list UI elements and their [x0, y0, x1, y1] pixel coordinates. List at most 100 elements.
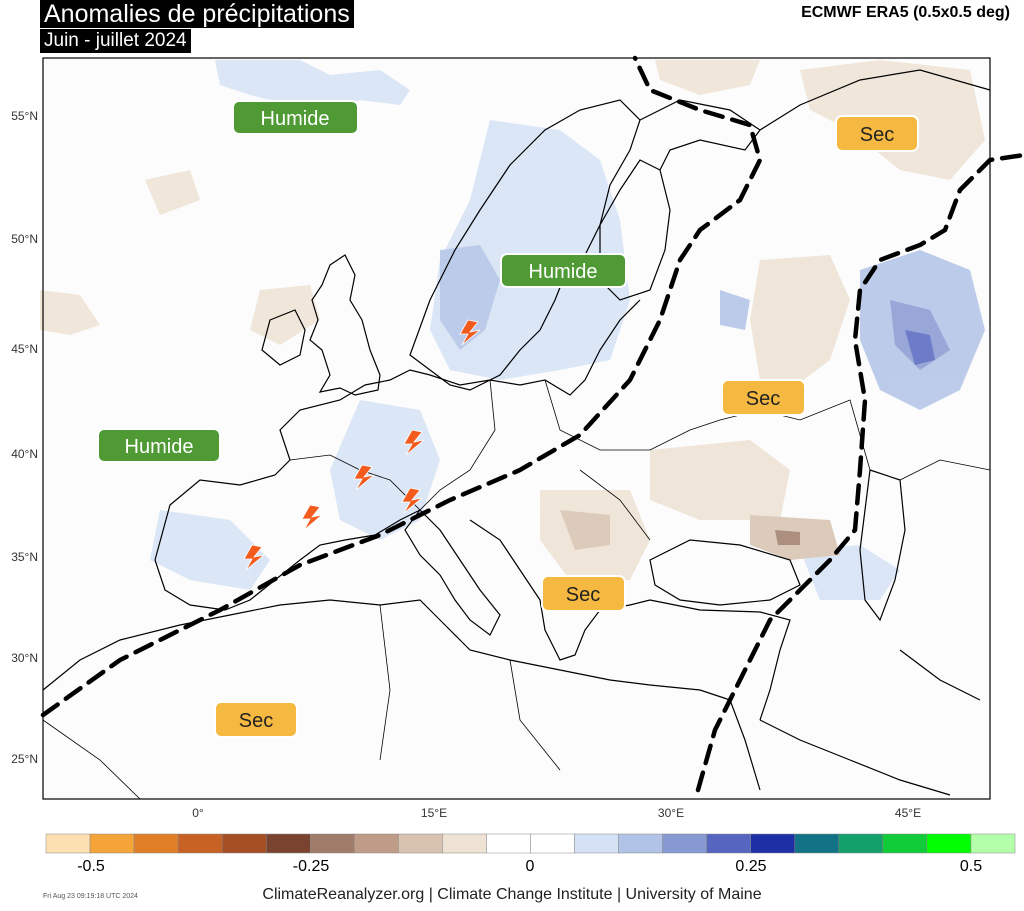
lightning-icon	[459, 319, 481, 346]
region-badge-dry: Sec	[721, 379, 806, 416]
lon-label: 0°	[192, 806, 204, 820]
colorbar-swatch	[794, 833, 840, 854]
colorbar-swatch	[618, 833, 663, 854]
lon-label: 30°E	[658, 806, 684, 820]
dry-patch-kola	[655, 60, 760, 95]
dry-patch-caspian-core	[775, 530, 800, 545]
colorbar-tick-label: 0.5	[959, 858, 983, 875]
ireland-outline	[261, 309, 306, 366]
region-label-text: Sec	[746, 388, 780, 410]
colorbar-swatch	[926, 833, 972, 854]
wet-patch-norway-strong	[440, 245, 500, 350]
border-poland-ukraine	[544, 379, 721, 451]
lat-label: 35°N	[11, 550, 38, 564]
italy-outline	[404, 509, 501, 636]
wet-patch-urals-core	[905, 330, 935, 365]
colorbar-swatch	[265, 833, 311, 854]
colorbar-swatch	[882, 833, 928, 854]
colorbar-swatch	[750, 833, 796, 854]
lightning-icon	[403, 429, 425, 456]
border-libya-egypt	[509, 659, 561, 771]
region-label-text: Humide	[125, 436, 194, 458]
turkey-levant-coast	[649, 599, 791, 721]
render-timestamp: Fri Aug 23 09:19:18 UTC 2024	[43, 893, 138, 900]
dry-patch-atlantic-north	[145, 170, 200, 215]
colorbar-swatch	[133, 833, 179, 854]
colorbar-swatch	[838, 833, 884, 854]
coastlines	[42, 69, 991, 800]
border-kazakhstan-east	[899, 459, 991, 481]
divider-line-east	[695, 152, 1024, 793]
red-sea-coast	[729, 699, 761, 791]
scandinavia-outline	[409, 99, 641, 391]
north-coast	[154, 299, 641, 561]
colorbar-swatch	[45, 833, 91, 854]
region-badge-wet: Humide	[232, 100, 359, 135]
colorbar-tick-label: 0	[525, 858, 535, 875]
colorbar-swatch	[970, 833, 1016, 854]
black-sea-outline	[649, 539, 801, 606]
persian-gulf	[899, 649, 981, 701]
colorbar-swatch	[442, 833, 487, 854]
colorbar-tick-label: -0.5	[77, 858, 105, 875]
region-label-text: Sec	[566, 584, 600, 606]
region-labels: Humide Humide Humide Sec Sec Sec Sec	[97, 100, 919, 738]
colorbar-swatch	[398, 833, 443, 854]
map-title: Anomalies de précipitations	[40, 0, 354, 28]
lat-label: 50°N	[11, 232, 38, 246]
region-badge-wet: Humide	[97, 428, 221, 463]
colorbar-swatch	[310, 833, 355, 854]
north-africa-coast	[42, 599, 731, 701]
map-frame	[42, 57, 991, 800]
arabia-north	[759, 719, 951, 796]
region-label-text: Sec	[239, 710, 273, 732]
colorbar-tick-label: 0.25	[735, 858, 767, 875]
dry-patch-balkans-strong	[560, 510, 610, 550]
data-source: ECMWF ERA5 (0.5x0.5 deg)	[801, 4, 1010, 21]
region-label-text: Humide	[261, 108, 330, 130]
border-central	[419, 379, 496, 511]
colorbar	[45, 833, 1016, 854]
colorbar-swatch	[486, 833, 531, 854]
lat-label: 45°N	[11, 342, 38, 356]
wet-patch-north-atlantic	[215, 60, 410, 110]
colorbar-swatch	[662, 833, 707, 854]
wet-patch-caucasus	[800, 545, 900, 600]
wet-patch-russia-west	[720, 290, 750, 330]
latitude-labels: 55°N 50°N 45°N 40°N 35°N 30°N 25°N	[11, 109, 38, 766]
lon-label: 45°E	[895, 806, 921, 820]
region-badge-wet: Humide	[500, 253, 627, 288]
colorbar-swatch	[354, 833, 399, 854]
lat-label: 55°N	[11, 109, 38, 123]
lightning-icon	[243, 544, 265, 571]
great-britain-outline	[309, 254, 381, 396]
divider-line-west	[40, 55, 763, 718]
region-badge-dry: Sec	[835, 115, 919, 152]
lat-label: 25°N	[11, 752, 38, 766]
arctic-coast	[759, 69, 991, 131]
colorbar-swatch	[221, 833, 267, 854]
lat-label: 40°N	[11, 447, 38, 461]
colorbar-swatch	[177, 833, 223, 854]
region-label-text: Humide	[529, 261, 598, 283]
colorbar-swatch	[89, 833, 135, 854]
region-badge-dry: Sec	[541, 575, 626, 612]
lightning-icon	[401, 487, 423, 514]
lightning-icon	[301, 504, 323, 531]
wet-patch-iberia	[150, 510, 270, 590]
colorbar-swatch	[706, 833, 751, 854]
region-label-text: Sec	[860, 124, 894, 146]
dry-patch-ukraine	[650, 440, 790, 520]
caspian-outline	[859, 469, 906, 622]
footer-credit: ClimateReanalyzer.org | Climate Change I…	[262, 886, 762, 903]
colorbar-tick-label: -0.25	[292, 858, 330, 875]
map-subtitle: Juin - juillet 2024	[40, 29, 191, 53]
border-balkans	[579, 469, 651, 541]
dry-patch-central-russia	[750, 255, 850, 390]
dry-patch-atlantic	[40, 290, 100, 335]
lon-label: 15°E	[421, 806, 447, 820]
lat-label: 30°N	[11, 651, 38, 665]
region-badge-dry: Sec	[214, 701, 298, 738]
lightning-icon	[353, 464, 375, 491]
